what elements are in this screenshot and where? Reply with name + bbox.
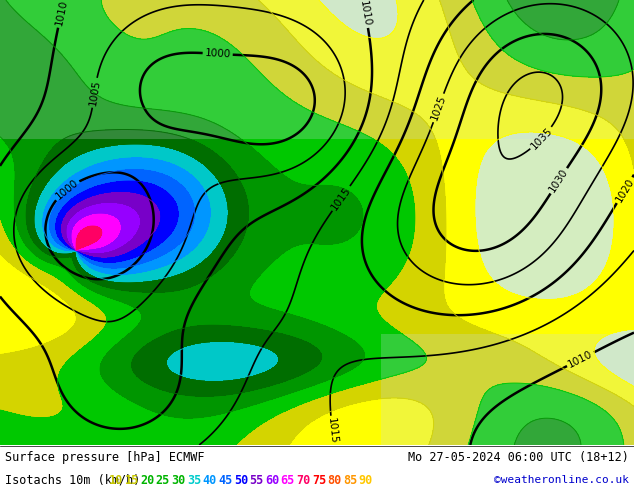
Text: 70: 70 bbox=[296, 473, 311, 487]
Text: 1000: 1000 bbox=[53, 177, 80, 202]
Text: 1020: 1020 bbox=[614, 176, 634, 204]
Text: 65: 65 bbox=[281, 473, 295, 487]
Text: 35: 35 bbox=[187, 473, 202, 487]
Text: 20: 20 bbox=[140, 473, 155, 487]
Text: 90: 90 bbox=[359, 473, 373, 487]
Text: 1030: 1030 bbox=[547, 167, 570, 195]
Text: 85: 85 bbox=[343, 473, 358, 487]
Text: ©weatheronline.co.uk: ©weatheronline.co.uk bbox=[494, 475, 629, 485]
Text: 1025: 1025 bbox=[429, 94, 448, 122]
Text: 50: 50 bbox=[234, 473, 248, 487]
Text: 1005: 1005 bbox=[87, 79, 101, 106]
Text: 1015: 1015 bbox=[326, 417, 339, 444]
Text: 25: 25 bbox=[156, 473, 170, 487]
Text: 40: 40 bbox=[203, 473, 217, 487]
Text: Isotachs 10m (km/h): Isotachs 10m (km/h) bbox=[5, 473, 141, 487]
Text: Surface pressure [hPa] ECMWF: Surface pressure [hPa] ECMWF bbox=[5, 451, 205, 464]
Text: 1010: 1010 bbox=[358, 0, 373, 27]
Text: 75: 75 bbox=[312, 473, 326, 487]
Text: 55: 55 bbox=[249, 473, 264, 487]
Text: 10: 10 bbox=[109, 473, 124, 487]
Text: 80: 80 bbox=[328, 473, 342, 487]
Text: 1000: 1000 bbox=[204, 48, 231, 60]
Text: 45: 45 bbox=[218, 473, 233, 487]
Text: 1010: 1010 bbox=[54, 0, 69, 27]
Text: 1010: 1010 bbox=[567, 349, 595, 369]
Text: 30: 30 bbox=[171, 473, 186, 487]
Text: 60: 60 bbox=[265, 473, 280, 487]
Text: 15: 15 bbox=[125, 473, 139, 487]
Text: 1035: 1035 bbox=[529, 125, 554, 151]
Text: Mo 27-05-2024 06:00 UTC (18+12): Mo 27-05-2024 06:00 UTC (18+12) bbox=[408, 451, 629, 464]
Text: 1015: 1015 bbox=[330, 185, 353, 212]
